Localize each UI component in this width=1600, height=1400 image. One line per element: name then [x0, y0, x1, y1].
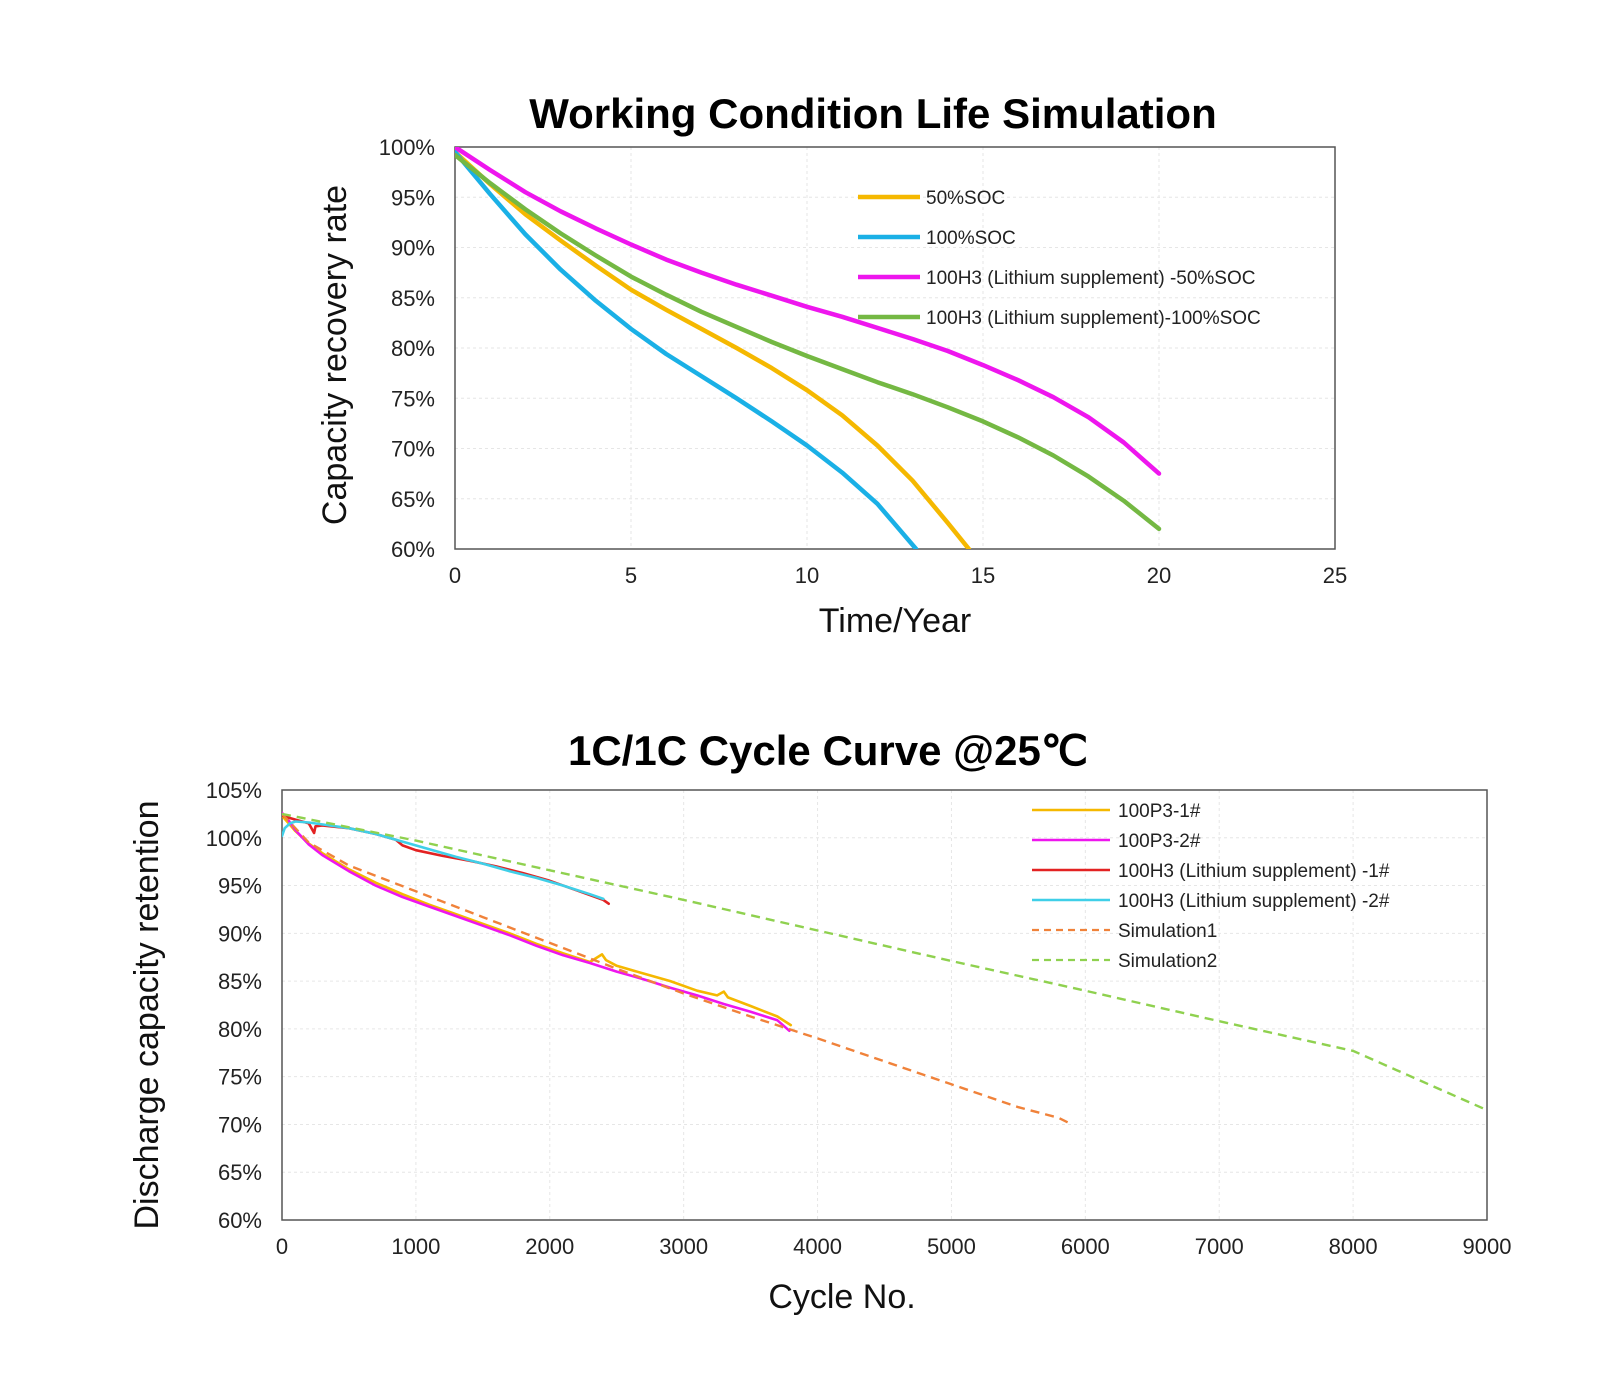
x-tick-label: 0 [276, 1234, 288, 1259]
x-axis-label: Time/Year [819, 602, 971, 640]
x-tick-label: 9000 [1463, 1234, 1512, 1259]
plot-area-frame [281, 789, 1488, 1221]
x-tick-label: 8000 [1329, 1234, 1378, 1259]
x-tick-label: 3000 [659, 1234, 708, 1259]
y-tick-label: 90% [218, 921, 262, 946]
legend-label: 100H3 (Lithium supplement) -2# [1118, 891, 1390, 912]
x-tick-label: 7000 [1195, 1234, 1244, 1259]
y-tick-labels: 60% 65% 70% 75% 80% 85% 90% 95% 100% [379, 135, 435, 562]
y-tick-label: 75% [391, 386, 435, 411]
y-tick-label: 75% [218, 1065, 262, 1090]
series-line-4 [455, 152, 1162, 532]
legend-label: 100P3-1# [1118, 801, 1201, 822]
legend-label: 100H3 (Lithium supplement) -1# [1118, 861, 1390, 882]
series-lines [455, 147, 1162, 549]
y-tick-label: 70% [391, 437, 435, 462]
legend: 50%SOC 100%SOC 100H3 (Lithium supplement) … [858, 188, 1261, 329]
x-tick-label: 1000 [391, 1234, 440, 1259]
x-tick-label: 5000 [927, 1234, 976, 1259]
x-tick-label: 0 [449, 563, 461, 588]
y-tick-label: 80% [391, 336, 435, 361]
x-tick-label: 5 [625, 563, 637, 588]
y-axis-label: Capacity recovery rate [316, 185, 354, 525]
legend-label: Simulation1 [1118, 921, 1217, 942]
series-line-1 [282, 814, 793, 1027]
y-tick-label: 95% [391, 185, 435, 210]
y-tick-label: 60% [218, 1208, 262, 1233]
x-tick-label: 10 [795, 563, 819, 588]
plot-area-frame [454, 146, 1336, 550]
x-tick-labels: 0 1000 2000 3000 4000 5000 6000 7000 8000 9000 [276, 1234, 1512, 1259]
x-tick-label: 15 [971, 563, 995, 588]
y-tick-label: 70% [218, 1112, 262, 1137]
chart-title: 1C/1C Cycle Curve @25℃ [568, 727, 1088, 774]
series-line-1 [455, 149, 972, 549]
x-tick-label: 4000 [793, 1234, 842, 1259]
series-lines [282, 811, 1487, 1126]
legend: 100P3-1# 100P3-2# 100H3 (Lithium supplemen… [1032, 801, 1390, 972]
x-tick-label: 20 [1147, 563, 1171, 588]
y-tick-labels: 60% 65% 70% 75% 80% 85% 90% 95% 100% 105% [206, 778, 262, 1233]
legend-label: 100H3 (Lithium supplement)-100%SOC [926, 308, 1261, 329]
legend-label: 100P3-2# [1118, 831, 1201, 852]
series-line-4 [282, 820, 605, 901]
y-tick-label: 60% [391, 537, 435, 562]
legend-label: Simulation2 [1118, 951, 1217, 972]
grid [454, 146, 1336, 550]
chart-title: Working Condition Life Simulation [529, 90, 1217, 137]
series-line-3 [455, 147, 1162, 476]
grid [281, 789, 1488, 1221]
y-tick-label: 95% [218, 874, 262, 899]
series-line-2 [455, 149, 919, 549]
x-tick-label: 2000 [525, 1234, 574, 1259]
y-tick-label: 85% [391, 286, 435, 311]
series-line-5 [282, 813, 1073, 1126]
x-tick-label: 6000 [1061, 1234, 1110, 1259]
y-tick-label: 100% [206, 826, 262, 851]
series-line-2 [282, 811, 791, 1033]
y-tick-label: 65% [391, 487, 435, 512]
chart-life-simulation: Working Condition Life Simulation 0 5 10 15… [316, 90, 1347, 640]
legend-label: 100%SOC [926, 228, 1016, 249]
series-line-6 [282, 812, 1487, 1112]
y-tick-label: 80% [218, 1017, 262, 1042]
x-axis-label: Cycle No. [768, 1278, 915, 1316]
y-axis-label: Discharge capacity retention [128, 800, 166, 1229]
x-tick-labels: 0 5 10 15 20 25 [449, 563, 1347, 588]
y-tick-label: 105% [206, 778, 262, 803]
y-tick-label: 65% [218, 1160, 262, 1185]
y-tick-label: 90% [391, 236, 435, 261]
legend-label: 50%SOC [926, 188, 1005, 209]
legend-label: 100H3 (Lithium supplement) -50%SOC [926, 268, 1256, 289]
chart-cycle-curve: 1C/1C Cycle Curve @25℃ 0 1000 2000 3000 4000… [128, 727, 1511, 1316]
y-tick-label: 85% [218, 969, 262, 994]
x-tick-label: 25 [1323, 563, 1347, 588]
y-tick-label: 100% [379, 135, 435, 160]
